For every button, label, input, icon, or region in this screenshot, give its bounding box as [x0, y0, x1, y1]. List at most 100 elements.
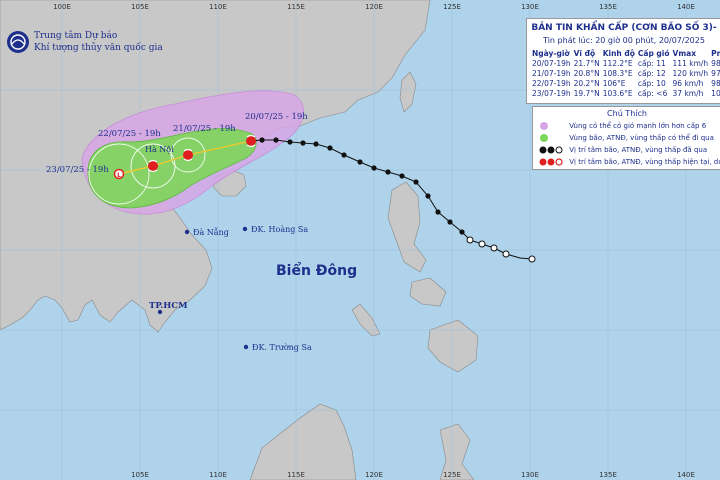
table-header-row: Ngày-giờ Vĩ độ Kinh độ Cấp gió Vmax Pmin [532, 49, 720, 59]
table-cell: 975 [711, 69, 720, 78]
table-row: 21/07-19h 20.8°N 108.3°E cấp: 12 120 km/… [532, 69, 720, 79]
table-cell: 980 [711, 59, 720, 68]
table-cell: 23/07-19h [532, 89, 571, 98]
lon-tick-110: 110E [209, 3, 227, 11]
philippines-visayas [409, 277, 447, 307]
storm-symbol-current [246, 134, 256, 148]
purple-dot-icon [540, 122, 548, 130]
table-cell: 37 km/h [672, 89, 704, 98]
label-22-07: 22/07/25 - 19h [98, 129, 161, 139]
legend-item-cone: Vùng bão, ATNĐ, vùng thấp có thể đi qua [539, 133, 714, 145]
lon-tick-140: 140E [677, 3, 695, 11]
agency-logo-icon [7, 31, 29, 53]
col-header: Kinh độ [602, 49, 635, 58]
lon-tick-bottom-130: 130E [521, 471, 539, 479]
lon-tick-120: 120E [365, 3, 383, 11]
table-cell: 19.7°N [573, 89, 600, 98]
table-cell: 984 [711, 79, 720, 88]
table-cell: 21.7°N [573, 59, 600, 68]
marker-da-nang [184, 229, 190, 235]
bulletin-title: BẢN TIN KHẨN CẤP (CƠN BÃO SỐ 3)- [531, 23, 717, 33]
lon-ticks-bottom: 105E 110E 115E 120E 125E 130E 135E 140E [131, 471, 695, 479]
table-cell: 20.8°N [573, 69, 600, 78]
philippines-luzon [387, 181, 427, 273]
table-cell: cấp: 10 [637, 79, 666, 88]
lon-tick-bottom-135: 135E [599, 471, 617, 479]
place-truong-sa: ĐK. Trường Sa [252, 343, 312, 352]
agency-name-line2: Khí tượng thủy văn quốc gia [34, 43, 163, 53]
col-header: Pmin [711, 49, 720, 58]
past-positions [259, 137, 465, 235]
legend-box: Chú Thích Vùng có thể có gió mạnh lớn hơ… [532, 106, 720, 170]
table-cell: 111 km/h [672, 59, 709, 68]
forecast-table: Ngày-giờ Vĩ độ Kinh độ Cấp gió Vmax Pmin… [532, 49, 720, 99]
red-storm-icons [539, 158, 563, 166]
table-cell: 108.3°E [602, 69, 633, 78]
table-cell: cấp: <6 [637, 89, 668, 98]
place-hoang-sa: ĐK. Hoàng Sa [251, 225, 308, 234]
col-header: Ngày-giờ [532, 49, 570, 58]
borneo-landmass [249, 403, 357, 480]
label-20-07: 20/07/25 - 19h [245, 112, 308, 122]
agency-name-line1: Trung tâm Dự báo [34, 31, 118, 41]
taiwan-island [399, 71, 417, 113]
lon-tick-125: 125E [443, 3, 461, 11]
legend-title: Chú Thích [607, 109, 647, 118]
place-da-nang: Đà Nẵng [193, 228, 229, 237]
svg-text:L: L [117, 172, 121, 179]
table-cell: 96 km/h [672, 79, 704, 88]
palawan-island [351, 303, 381, 337]
black-storm-icons [539, 146, 563, 154]
marker-hoang-sa [242, 226, 248, 232]
marker-truong-sa [243, 344, 249, 350]
forecast-circles [88, 137, 206, 205]
table-cell: cấp: 11 [637, 59, 666, 68]
lon-tick-bottom-105: 105E [131, 471, 149, 479]
lon-tick-bottom-110: 110E [209, 471, 227, 479]
place-ha-noi: Hà Nội [145, 145, 174, 154]
table-cell: 112.2°E [602, 59, 633, 68]
legend-item-past: Vị trí tâm bão, ATNĐ, vùng thấp đã qua [539, 145, 707, 157]
table-cell: 20.2°N [573, 79, 600, 88]
forecast-track-line [118, 140, 252, 175]
label-21-07: 21/07/25 - 19h [173, 124, 236, 134]
mainland-landmass [0, 0, 431, 333]
table-cell: 120 km/h [672, 69, 709, 78]
place-tphcm: TP.HCM [149, 301, 188, 311]
table-cell: 20/07-19h [532, 59, 571, 68]
lon-tick-bottom-125: 125E [443, 471, 461, 479]
table-cell: 103.6°E [602, 89, 633, 98]
col-header: Vĩ độ [573, 49, 596, 58]
past-depression-positions [466, 236, 536, 263]
lon-tick-bottom-115: 115E [287, 471, 305, 479]
table-cell: 106°E [602, 79, 626, 88]
col-header: Cấp gió [637, 49, 670, 58]
lon-tick-105: 105E [131, 3, 149, 11]
legend-item-wind-zone: Vùng có thể có gió mạnh lớn hơn cấp 6 [539, 121, 706, 133]
label-23-07: 23/07/25 - 19h [46, 165, 109, 175]
table-row: 23/07-19h 19.7°N 103.6°E cấp: <6 37 km/h… [532, 89, 720, 99]
table-cell: 22/07-19h [532, 79, 571, 88]
lon-tick-130: 130E [521, 3, 539, 11]
low-symbol-23: L [113, 168, 125, 180]
bulletin-info-box: BẢN TIN KHẨN CẤP (CƠN BÃO SỐ 3)- Tin phá… [526, 18, 720, 104]
forecast-cone [87, 128, 257, 209]
storm-symbol-21 [183, 148, 193, 162]
green-dot-icon [540, 134, 548, 142]
lon-tick-bottom-140: 140E [677, 471, 695, 479]
table-row: 20/07-19h 21.7°N 112.2°E cấp: 11 111 km/… [532, 59, 720, 69]
col-header: Vmax [672, 49, 697, 58]
sea-name: Biển Đông [276, 262, 357, 279]
eastern-islands [439, 423, 475, 480]
marker-tphcm [157, 309, 163, 315]
lon-tick-100: 100E [53, 3, 71, 11]
bulletin-issued-time: Tin phát lúc: 20 giờ 00 phút, 20/07/2025 [543, 36, 705, 45]
lon-ticks-top: 100E 105E 110E 115E 120E 125E 130E 135E … [53, 3, 695, 11]
storm-symbol-22 [148, 159, 158, 173]
table-cell: 100 [711, 89, 720, 98]
legend-item-current: Vị trí tâm bão, ATNĐ, vùng thấp hiện tại… [539, 157, 720, 169]
lon-tick-135: 135E [599, 3, 617, 11]
table-cell: cấp: 12 [637, 69, 666, 78]
lon-tick-bottom-120: 120E [365, 471, 383, 479]
lon-tick-115: 115E [287, 3, 305, 11]
